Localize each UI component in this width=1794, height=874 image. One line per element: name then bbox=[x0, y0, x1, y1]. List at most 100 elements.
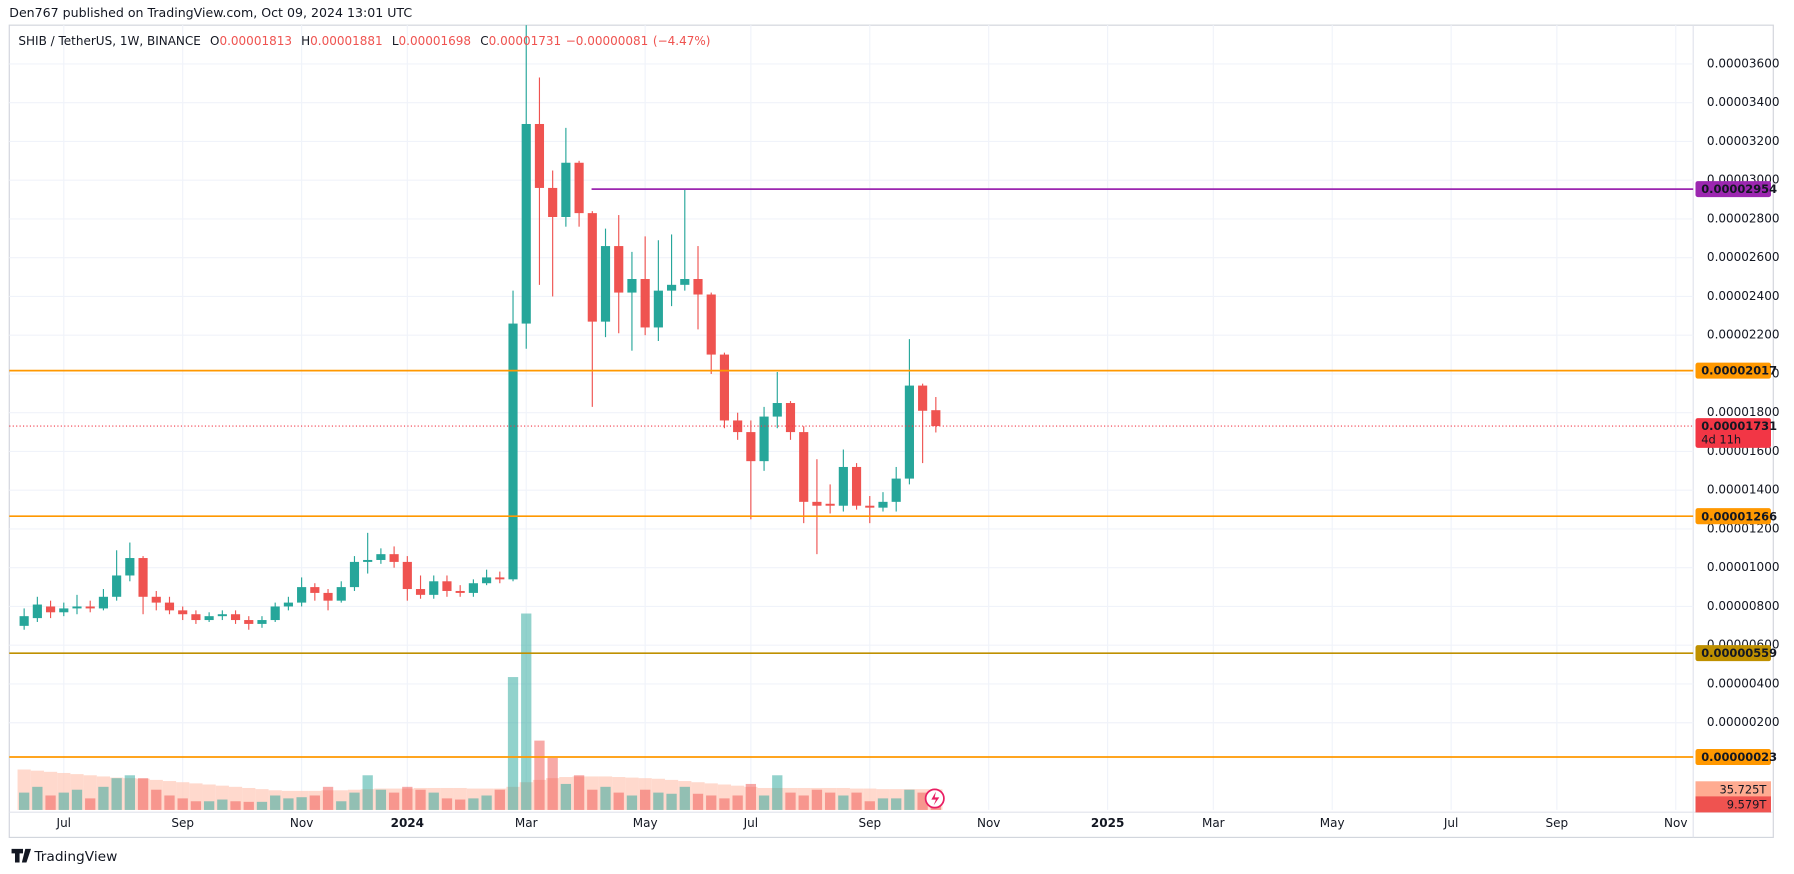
volume-bar bbox=[270, 795, 281, 810]
candle-body bbox=[574, 162, 584, 214]
volume-bar bbox=[560, 783, 572, 810]
volume-bar bbox=[45, 795, 56, 810]
volume-bar bbox=[904, 789, 915, 810]
volume-bar bbox=[864, 801, 875, 810]
candle-body bbox=[72, 606, 82, 609]
candle-body bbox=[363, 559, 373, 562]
flash-icon-bolt bbox=[931, 791, 940, 806]
candle-body bbox=[799, 432, 809, 502]
level-label-box bbox=[1695, 749, 1771, 766]
volume-bar bbox=[507, 677, 519, 810]
volume-bar bbox=[626, 795, 638, 810]
volume-bar bbox=[824, 792, 836, 810]
legend-item: (−4.47%) bbox=[653, 34, 711, 48]
candle-body bbox=[164, 602, 175, 611]
candle-body bbox=[283, 602, 293, 607]
volume-bar bbox=[362, 775, 373, 810]
volume-bar bbox=[441, 798, 453, 810]
volume-bar bbox=[851, 792, 862, 810]
volume-bar bbox=[375, 789, 387, 810]
y-tick-label: 0.00000400 bbox=[1707, 676, 1780, 690]
candle-body bbox=[297, 587, 307, 603]
volume-bar bbox=[706, 795, 717, 810]
level-label-box bbox=[1695, 181, 1771, 198]
volume-bar bbox=[256, 801, 268, 810]
x-tick-label: Nov bbox=[1664, 816, 1687, 830]
candle-body bbox=[561, 162, 571, 218]
volume-bar bbox=[124, 775, 135, 810]
volume-bar bbox=[177, 798, 188, 810]
volume-bar bbox=[666, 793, 677, 810]
y-tick-label: 0.00003600 bbox=[1707, 56, 1780, 70]
volume-bar bbox=[309, 795, 320, 810]
volume-bar bbox=[679, 786, 690, 810]
level-label-box bbox=[1695, 508, 1771, 525]
volume-bar bbox=[772, 775, 783, 810]
candle-body bbox=[931, 410, 941, 427]
volume-bar bbox=[111, 778, 122, 810]
footer-brand: TradingView bbox=[33, 849, 117, 865]
volume-bar bbox=[798, 795, 809, 810]
volume-bar bbox=[468, 798, 479, 810]
candle-body bbox=[204, 616, 214, 621]
candle-body bbox=[389, 554, 399, 562]
legend-item: H bbox=[301, 34, 310, 48]
volume-ma-label-box bbox=[1695, 781, 1771, 798]
x-tick-label: Sep bbox=[1546, 816, 1569, 830]
volume-bar bbox=[217, 799, 228, 810]
candle-body bbox=[415, 589, 426, 595]
candle-body bbox=[151, 596, 161, 603]
volume-bar bbox=[415, 789, 426, 810]
level-label: 0.00000023 bbox=[1701, 750, 1777, 764]
candle-body bbox=[138, 558, 148, 597]
volume-bar bbox=[891, 798, 902, 810]
candle-body bbox=[627, 279, 637, 293]
legend-item: L bbox=[392, 34, 399, 48]
volume-bar bbox=[32, 786, 43, 810]
volume-bar bbox=[71, 789, 83, 810]
candle-body bbox=[482, 577, 492, 584]
y-tick-label: 0.00001200 bbox=[1707, 521, 1780, 535]
level-label: 0.00001266 bbox=[1701, 509, 1777, 523]
candle-body bbox=[680, 279, 690, 285]
volume-bar bbox=[494, 789, 505, 810]
y-tick-label: 0.00003400 bbox=[1707, 95, 1780, 109]
candle-body bbox=[257, 620, 267, 624]
candle-body bbox=[85, 606, 95, 609]
y-tick-label: 0.00001000 bbox=[1707, 560, 1780, 574]
x-tick-label: 2024 bbox=[391, 816, 424, 830]
volume-label: 9.579T bbox=[1727, 797, 1768, 811]
x-tick-label: Jul bbox=[1443, 816, 1458, 830]
candle-body bbox=[865, 505, 875, 508]
volume-bar bbox=[600, 786, 611, 810]
volume-bar bbox=[283, 798, 294, 810]
volume-bar bbox=[349, 792, 360, 810]
x-tick-label: Nov bbox=[977, 816, 1000, 830]
level-label: 0.00002954 bbox=[1701, 182, 1777, 196]
volume-bar bbox=[613, 792, 624, 810]
volume-bar bbox=[455, 799, 466, 810]
candle-body bbox=[587, 213, 597, 322]
x-tick-label: Sep bbox=[858, 816, 881, 830]
candle-body bbox=[217, 614, 227, 617]
plot: 0.000002000.000004000.000006000.00000800… bbox=[9, 25, 1779, 830]
y-tick-label: 0.00002800 bbox=[1707, 211, 1780, 225]
candle-body bbox=[468, 583, 478, 593]
candle-body bbox=[402, 561, 412, 590]
volume-bar bbox=[785, 792, 796, 810]
candle-body bbox=[125, 558, 135, 576]
volume-bar bbox=[573, 775, 585, 810]
candle-body bbox=[614, 246, 624, 293]
candle-body bbox=[719, 354, 730, 421]
candle-body bbox=[230, 614, 241, 621]
volume-bar bbox=[322, 786, 334, 810]
volume-bar bbox=[428, 792, 439, 810]
candle-body bbox=[455, 590, 465, 593]
candle-body bbox=[878, 501, 888, 508]
volume-bar bbox=[521, 613, 532, 810]
candle-body bbox=[323, 592, 333, 601]
y-tick-label: 0.00003200 bbox=[1707, 134, 1780, 148]
level-label-box bbox=[1695, 645, 1771, 662]
candle-body bbox=[693, 279, 703, 295]
